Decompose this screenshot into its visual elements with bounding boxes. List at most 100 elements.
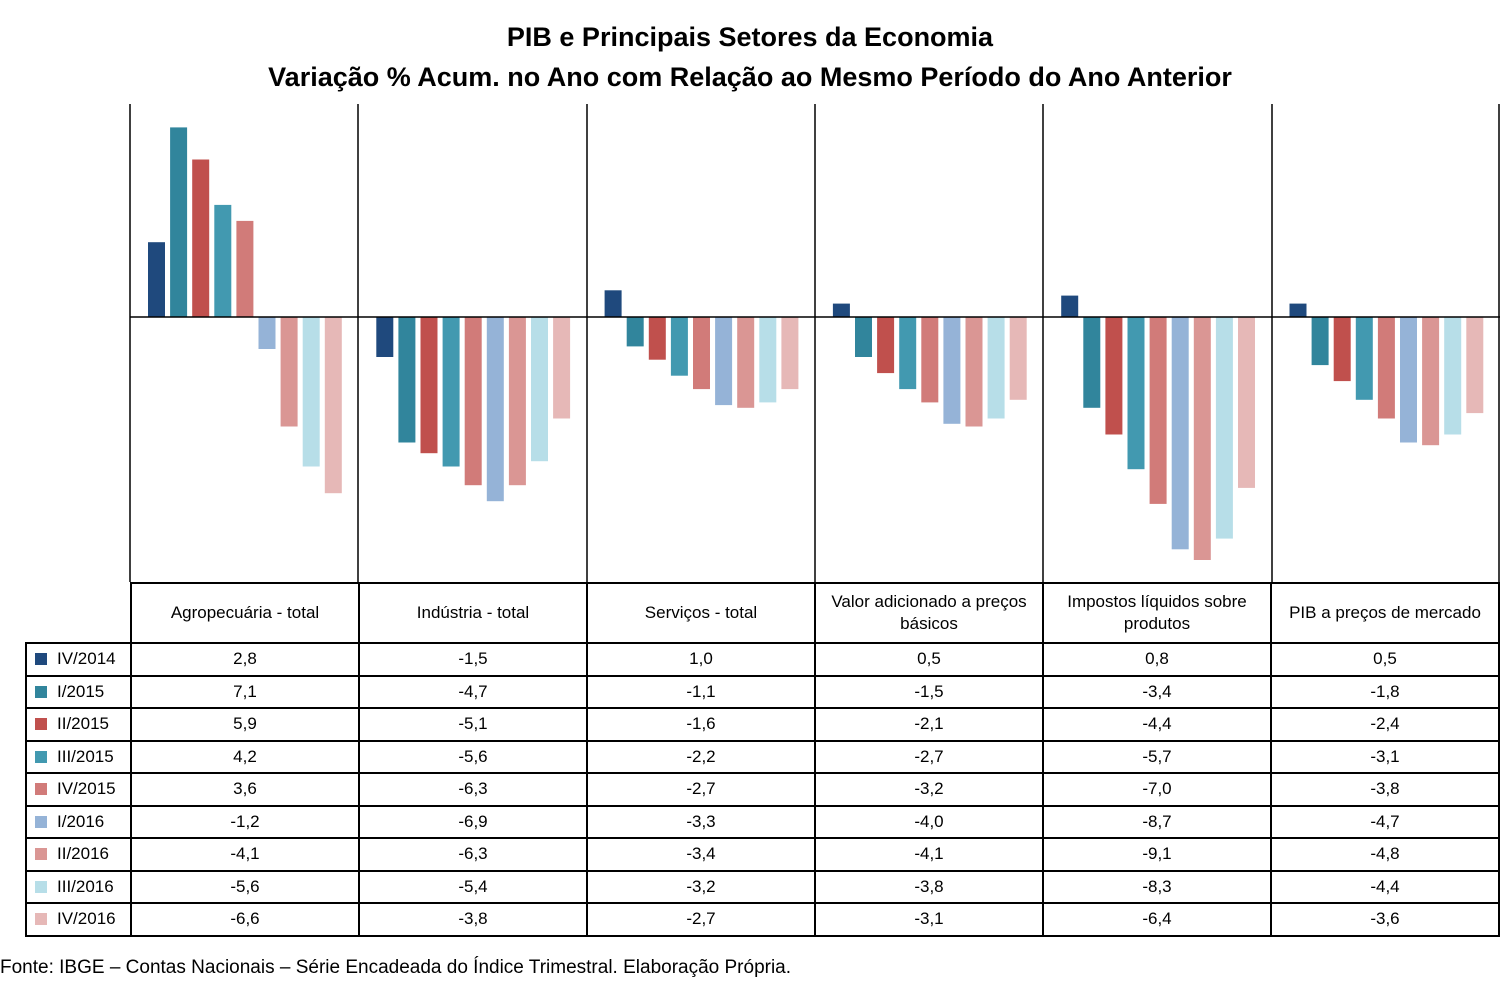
table-row: II/2015 5,9 -5,1 -1,6 -2,1 -4,4 -2,4	[25, 707, 1500, 742]
data-label: -9,1	[1042, 837, 1272, 872]
legend-cell: IV/2016	[25, 902, 132, 937]
data-label: -2,7	[814, 739, 1044, 774]
data-label: -1,5	[358, 642, 588, 677]
bar	[148, 242, 165, 317]
data-label: 1,0	[586, 642, 816, 677]
bar	[670, 317, 688, 376]
bar	[192, 159, 210, 317]
data-label: -4,1	[130, 837, 360, 872]
data-label: -1,6	[586, 707, 816, 742]
data-label: 0,5	[1270, 642, 1500, 677]
legend-label: I/2015	[57, 681, 105, 701]
legend-cell: IV/2014	[25, 642, 132, 677]
data-label: -8,7	[1042, 804, 1272, 839]
legend-cell: II/2015	[25, 707, 132, 742]
data-label: -2,4	[1270, 707, 1500, 742]
data-label: -6,3	[358, 837, 588, 872]
data-label: -3,8	[358, 902, 588, 937]
data-label: -3,2	[814, 772, 1044, 807]
data-label: -5,4	[358, 869, 588, 904]
source-note: Fonte: IBGE – Contas Nacionais – Série E…	[0, 957, 792, 978]
data-label: -4,0	[814, 804, 1044, 839]
table-row: IV/2016 -6,6 -3,8 -2,7 -3,1 -6,4 -3,6	[25, 902, 1500, 937]
legend-swatch	[35, 783, 47, 796]
category-header: PIB a preços de mercado	[1270, 582, 1500, 644]
table-row: IV/2014 2,8 -1,5 1,0 0,5 0,8 0,5	[25, 642, 1500, 677]
legend-swatch	[35, 848, 47, 861]
bar	[648, 317, 666, 360]
bar	[531, 317, 548, 462]
data-label: 3,6	[130, 772, 360, 807]
bar	[921, 317, 939, 403]
legend-cell: IV/2015	[25, 772, 132, 807]
category-header: Serviços - total	[586, 582, 816, 644]
data-label: -3,8	[814, 869, 1044, 904]
legend-swatch	[35, 750, 47, 763]
bar	[1105, 317, 1123, 435]
bar	[442, 317, 460, 467]
table-row: I/2015 7,1 -4,7 -1,1 -1,5 -3,4 -1,8	[25, 674, 1500, 709]
bar	[214, 204, 232, 317]
data-label: 4,2	[130, 739, 360, 774]
bar	[1444, 317, 1462, 435]
bar	[464, 317, 482, 486]
bar	[737, 317, 755, 408]
legend-label: III/2015	[57, 746, 114, 766]
bar	[855, 317, 872, 357]
category-header: Agropecuária - total	[130, 582, 360, 644]
data-label: -5,6	[130, 869, 360, 904]
table-row: II/2016 -4,1 -6,3 -3,4 -4,1 -9,1 -4,8	[25, 837, 1500, 872]
table-row: III/2016 -5,6 -5,4 -3,2 -3,8 -8,3 -4,4	[25, 869, 1500, 904]
bar	[1311, 317, 1329, 366]
legend-swatch	[35, 718, 47, 731]
data-label: -3,4	[1042, 674, 1272, 709]
bar	[508, 317, 526, 486]
legend-swatch	[35, 880, 47, 893]
bar	[1289, 303, 1307, 317]
category-header: Impostos líquidos sobre produtos	[1042, 582, 1272, 644]
data-label: -2,2	[586, 739, 816, 774]
legend-label: II/2016	[57, 844, 109, 864]
bar	[1215, 317, 1233, 539]
bar	[280, 317, 298, 427]
bar	[302, 317, 320, 467]
data-label: -2,7	[586, 902, 816, 937]
data-label: -4,4	[1042, 707, 1272, 742]
bar	[1083, 317, 1101, 408]
bar	[324, 317, 342, 494]
legend-label: IV/2016	[57, 909, 116, 929]
data-label: -4,8	[1270, 837, 1500, 872]
data-label: -3,8	[1270, 772, 1500, 807]
bar	[693, 317, 710, 390]
bar	[1171, 317, 1189, 550]
bar	[1193, 317, 1211, 560]
bar	[420, 317, 438, 454]
data-label: -5,6	[358, 739, 588, 774]
data-label: -1,5	[814, 674, 1044, 709]
bar	[1149, 317, 1167, 504]
legend-label: III/2016	[57, 876, 114, 896]
category-header: Valor adicionado a preços básicos	[814, 582, 1044, 644]
bar	[553, 317, 571, 419]
data-label: -8,3	[1042, 869, 1272, 904]
data-label: -3,6	[1270, 902, 1500, 937]
bar	[781, 317, 799, 390]
data-label: -1,2	[130, 804, 360, 839]
data-label: -3,4	[586, 837, 816, 872]
legend-label: IV/2015	[57, 779, 116, 799]
bar-chart	[129, 104, 1500, 582]
legend-label: IV/2014	[57, 649, 116, 669]
data-label: -1,1	[586, 674, 816, 709]
legend-cell: III/2015	[25, 739, 132, 774]
data-label: -4,7	[1270, 804, 1500, 839]
table-row: IV/2015 3,6 -6,3 -2,7 -3,2 -7,0 -3,8	[25, 772, 1500, 807]
bar	[376, 317, 394, 357]
table-row: I/2016 -1,2 -6,9 -3,3 -4,0 -8,7 -4,7	[25, 804, 1500, 839]
table-row: III/2015 4,2 -5,6 -2,2 -2,7 -5,7 -3,1	[25, 739, 1500, 774]
bar	[398, 317, 416, 443]
data-label: -2,7	[586, 772, 816, 807]
bar	[604, 290, 622, 317]
legend-label: II/2015	[57, 714, 109, 734]
data-label: -3,3	[586, 804, 816, 839]
data-label: -6,9	[358, 804, 588, 839]
